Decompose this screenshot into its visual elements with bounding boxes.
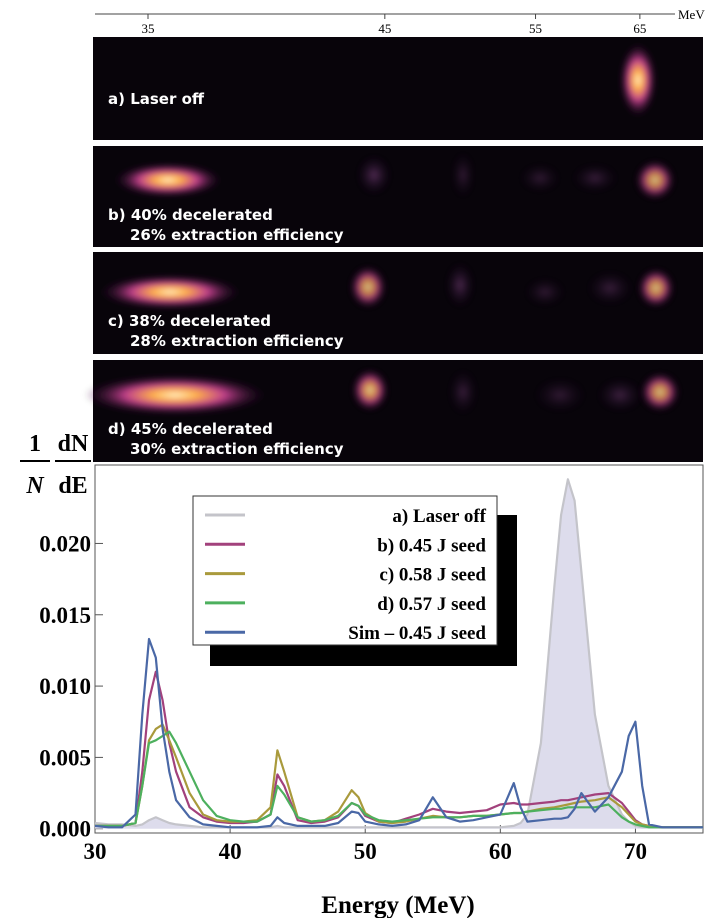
spectrometer-axis: MeV 35 45 55 65 <box>95 7 705 36</box>
panels: a) Laser off b) 40% decelerated 26% extrac… <box>84 37 703 462</box>
electron-signal <box>115 163 221 197</box>
electron-signal <box>635 160 674 199</box>
electron-signal <box>350 266 386 308</box>
tick-label: 45 <box>378 21 391 36</box>
legend-label: Sim – 0.45 J seed <box>348 623 486 644</box>
y-label-part: dN <box>58 431 89 457</box>
panel-label: 28% extraction efficiency <box>130 332 344 350</box>
y-tick-label: 0.015 <box>39 603 91 628</box>
electron-signal <box>588 271 633 305</box>
x-tick-label: 50 <box>354 839 377 864</box>
panel-label: 30% extraction efficiency <box>130 440 344 458</box>
spectrometer-image <box>93 37 703 140</box>
electron-signal <box>573 164 618 192</box>
legend-label: a) Laser off <box>392 506 486 527</box>
panel-label: d) 45% decelerated <box>108 420 273 438</box>
panel-label: 26% extraction efficiency <box>130 226 344 244</box>
electron-signal <box>357 155 391 194</box>
legend-label: b) 0.45 J seed <box>377 535 486 556</box>
chart: 0.000 0.005 0.010 0.015 0.020 30 40 50 60 70 Energ… <box>20 431 703 918</box>
electron-signal <box>598 378 643 412</box>
electron-signal <box>638 268 674 307</box>
electron-signal <box>452 153 474 198</box>
y-label-part: 1 <box>29 431 41 457</box>
panel-label: b) 40% decelerated <box>108 206 273 224</box>
tick-label: 55 <box>529 21 542 36</box>
x-tick-label: 60 <box>489 839 512 864</box>
electron-signal <box>525 278 564 306</box>
electron-signal <box>620 44 656 117</box>
electron-signal <box>84 375 266 414</box>
page: a) Laser off b) 40% decelerated 26% extrac… <box>0 0 724 918</box>
y-tick-label: 0.020 <box>39 531 91 556</box>
electron-signal <box>100 275 240 309</box>
electron-signal <box>446 263 474 308</box>
y-label-part: N <box>25 473 45 499</box>
axis-unit: MeV <box>678 7 705 22</box>
figure: a) Laser off b) 40% decelerated 26% extrac… <box>0 0 724 918</box>
legend-label: d) 0.57 J seed <box>377 594 486 615</box>
x-axis-label: Energy (MeV) <box>321 892 474 918</box>
electron-signal <box>449 370 477 415</box>
electron-signal <box>352 369 388 411</box>
x-tick-label: 40 <box>219 839 242 864</box>
electron-signal <box>640 372 679 411</box>
x-tick-label: 30 <box>84 839 107 864</box>
x-tick-label: 70 <box>624 839 647 864</box>
tick-label: 35 <box>142 21 155 36</box>
panel-label: c) 38% decelerated <box>108 312 271 330</box>
y-tick-label: 0.010 <box>39 674 91 699</box>
electron-signal <box>535 378 585 412</box>
legend-label: c) 0.58 J seed <box>379 565 486 586</box>
y-tick-label: 0.000 <box>39 817 91 842</box>
y-tick-label: 0.005 <box>39 745 91 770</box>
panel-label: a) Laser off <box>108 90 205 108</box>
electron-signal <box>520 164 559 192</box>
tick-label: 65 <box>633 21 646 36</box>
y-label-part: dE <box>58 473 87 499</box>
